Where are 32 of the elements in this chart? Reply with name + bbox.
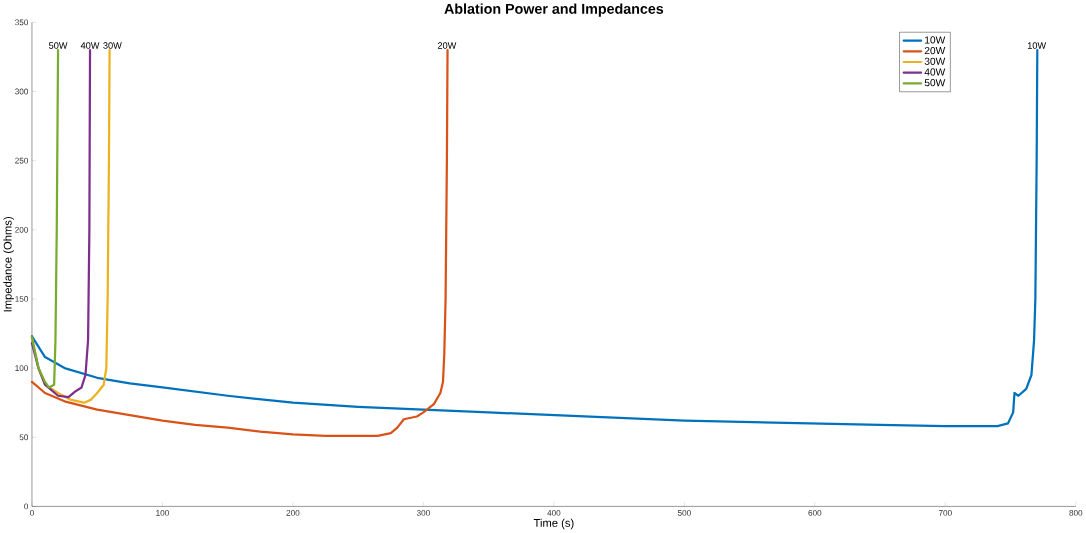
y-tick-label: 100 xyxy=(15,365,29,372)
annotation: 20W xyxy=(437,42,457,49)
annotation: 50W xyxy=(48,42,68,49)
x-tick-label: 100 xyxy=(156,510,169,516)
legend-label: 30W xyxy=(924,57,946,66)
annotation: 10W xyxy=(1027,42,1047,49)
y-tick-label: 250 xyxy=(15,157,29,164)
x-tick-label: 800 xyxy=(1069,510,1083,516)
x-tick-label: 300 xyxy=(416,510,430,516)
x-tick-label: 0 xyxy=(30,510,34,516)
y-axis-title: Impedance (Ohms) xyxy=(3,217,14,312)
annotation: 30W xyxy=(103,42,122,49)
legend-label: 50W xyxy=(924,79,946,87)
x-tick-label: 500 xyxy=(677,510,691,516)
x-axis-title: Time (s) xyxy=(533,518,574,530)
x-tick-label: 600 xyxy=(808,510,822,516)
legend-label: 20W xyxy=(924,47,946,55)
legend-label: 40W xyxy=(924,68,946,76)
y-tick-label: 150 xyxy=(15,296,29,303)
line-series xyxy=(30,49,92,399)
y-tick-label: 0 xyxy=(24,503,29,510)
x-tick-label: 400 xyxy=(547,510,561,516)
x-tick-label: 200 xyxy=(286,510,300,516)
y-tick-label: 350 xyxy=(15,19,29,26)
line-series xyxy=(30,49,60,389)
legend-label: 10W xyxy=(925,36,946,44)
y-tick-label: 300 xyxy=(15,88,29,95)
x-tick-label: 700 xyxy=(938,510,952,516)
annotation: 40W xyxy=(80,42,100,49)
y-tick-label: 50 xyxy=(19,434,29,441)
chart-title: Ablation Power and Impedances xyxy=(444,3,664,17)
y-tick-label: 200 xyxy=(15,227,29,233)
